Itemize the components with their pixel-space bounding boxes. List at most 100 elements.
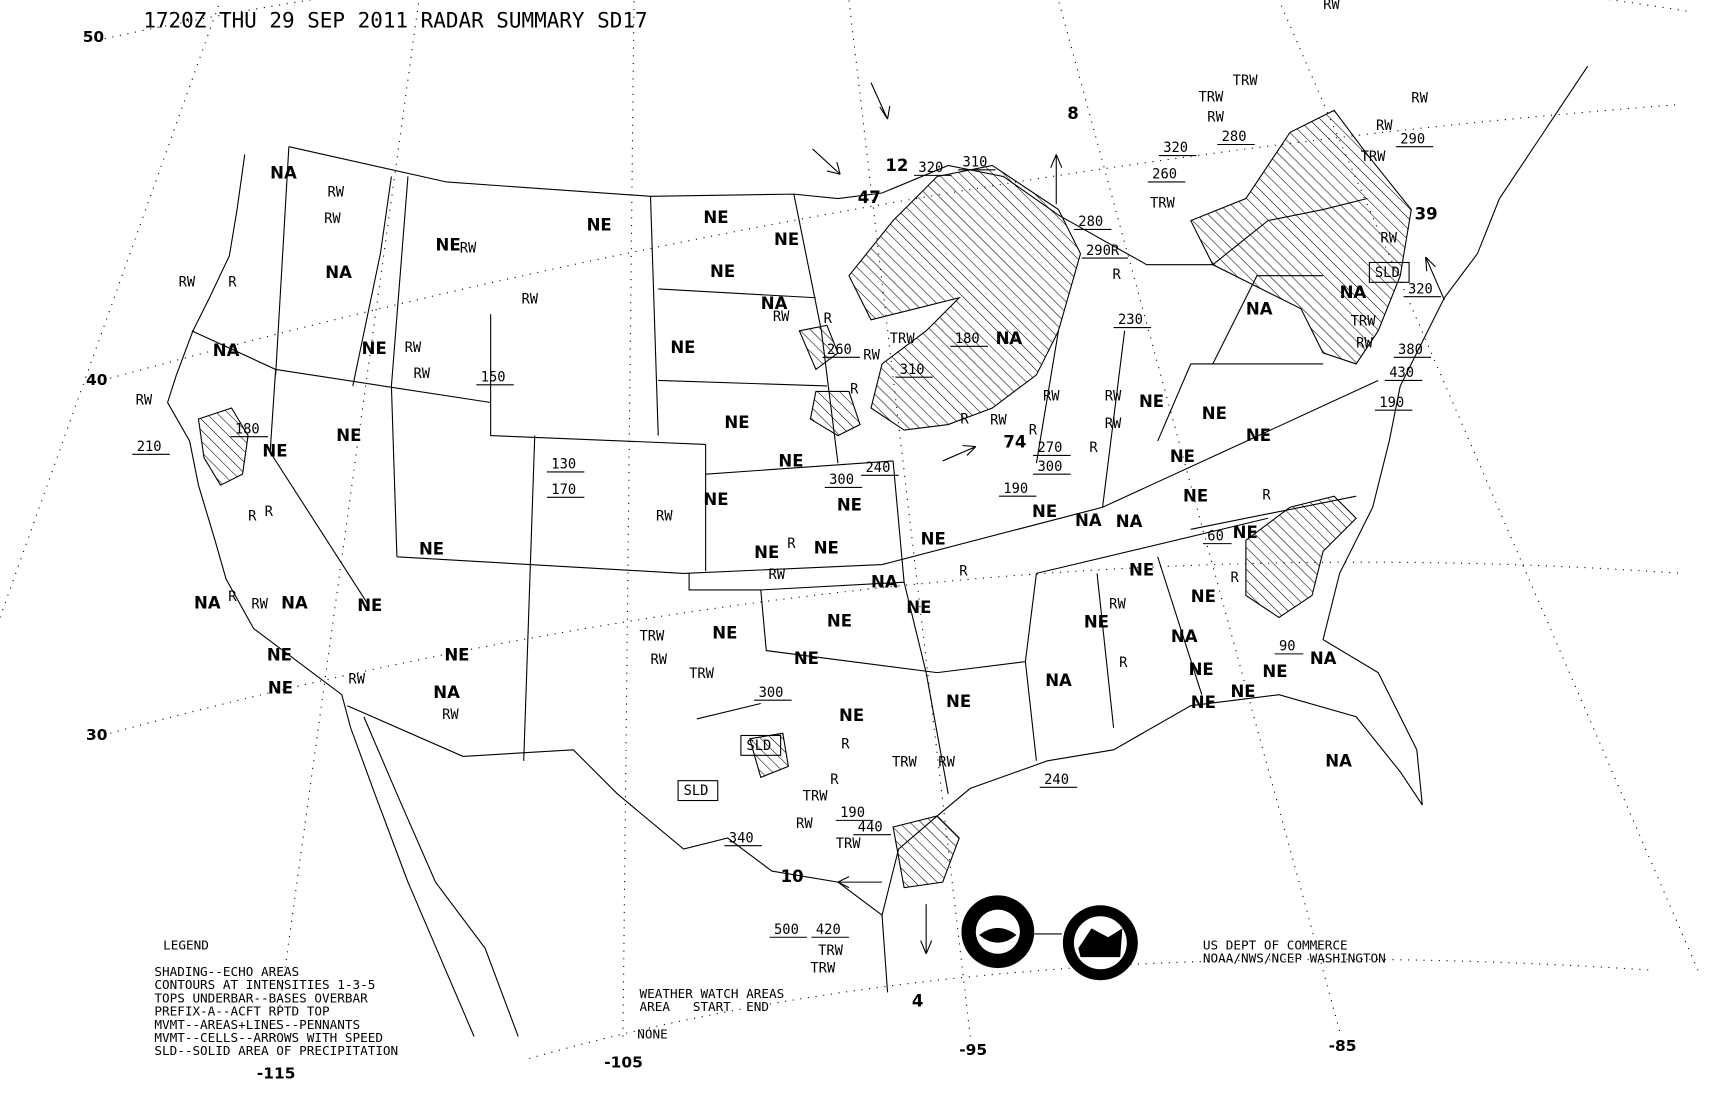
legend-line: MVMT--CELLS--ARROWS WITH SPEED [154,1030,383,1045]
echo-area-california [197,407,249,486]
precip-type-label: TRW [803,789,829,805]
latitude-labels: 50 40 30 [83,28,108,744]
region-label: NE [1230,682,1255,701]
legend-line: SLD--SOLID AREA OF PRECIPITATION [154,1043,398,1058]
region-label: NE [1032,502,1057,521]
region-label: NE [946,692,971,711]
precip-type-label: R [1112,267,1121,283]
longitude-label: -115 [257,1064,296,1082]
echo-top-label: 500 [774,922,799,938]
region-label: NE [710,262,735,281]
echo-top-label: 300 [829,472,854,488]
precip-type-label: RW [1380,231,1397,247]
echo-top-label: 430 [1389,365,1414,381]
precip-type-label: RW [413,366,430,382]
precip-type-label: R [1230,570,1239,586]
latitude-label: 40 [86,371,107,389]
precip-type-label: R [960,411,969,427]
graticule [0,0,1699,1060]
precip-type-label: R [1262,488,1271,504]
precip-type-label: RW [1323,0,1340,13]
precip-type-label: RW [651,652,668,668]
echo-top-label: 310 [900,362,925,378]
precip-type-label: RW [251,597,268,613]
legend-line: SHADING--ECHO AREAS [154,964,299,979]
region-label: NE [1233,523,1258,542]
region-label: NA [761,294,788,313]
legend-line: PREFIX-A--ACFT RPTD TOP [154,1004,330,1019]
precip-type-label: R [1089,440,1098,456]
echo-top-label: 300 [1038,459,1063,475]
region-label: NA [1325,751,1352,770]
echo-top-label: 280 [1222,129,1247,145]
cell-speed-label: 8 [1067,104,1079,123]
longitude-label: -105 [604,1053,643,1071]
region-label: NA [325,263,352,282]
latitude-line-40 [110,104,1676,379]
region-label: NE [362,339,387,358]
precip-type-label: RW [990,413,1007,429]
precip-type-label: RW [1105,388,1122,404]
noaa-logo [961,895,1035,969]
movement-arrow [1425,256,1445,301]
legend-line: CONTOURS AT INTENSITIES 1-3-5 [154,977,375,992]
legend: LEGEND SHADING--ECHO AREAS CONTOURS AT I… [154,937,398,1058]
precip-type-label: TRW [810,961,836,977]
region-label: NE [1139,392,1164,411]
region-label: NE [262,442,287,461]
region-label: NE [1262,662,1287,681]
region-label: NA [996,329,1023,348]
precip-type-label: RW [327,184,344,200]
precip-type-label: TRW [1351,313,1377,329]
region-label: NE [587,216,612,235]
nws-logo [1062,905,1138,981]
west-coastline [166,154,475,1037]
region-label: NA [1246,299,1273,318]
echo-top-label: 130 [551,457,576,473]
weather-watch-areas: WEATHER WATCH AREAS AREA START END NONE [637,986,784,1042]
watch-value: NONE [637,1027,667,1042]
region-label: NE [1191,693,1216,712]
echo-top-label: 420 [816,922,841,938]
echo-top-label: 190 [1003,481,1028,497]
region-label: NE [778,451,803,470]
region-label: NE [436,235,461,254]
echo-top-label: 180 [955,331,980,347]
echo-areas [197,109,1412,889]
region-label: NE [336,426,361,445]
precip-type-label: RW [1109,597,1126,613]
cell-speed-label: 4 [912,992,924,1011]
precip-type-label: RW [863,348,880,364]
region-label: NE [814,539,839,558]
state-lines [191,146,1379,795]
echo-top-label: 320 [1408,281,1433,297]
solid-area-box [677,780,719,802]
cell-speed-label: 39 [1415,204,1438,223]
watch-columns: AREA START END [639,999,769,1014]
precip-type-label: R [1119,655,1128,671]
region-label: NE [1246,426,1271,445]
echo-top-label: 380 [1398,342,1423,358]
precip-type-label: TRW [1150,195,1176,211]
cell-speed-label: 12 [885,156,908,175]
region-label: NE [827,611,852,630]
movement-arrows [696,82,1445,954]
precip-type-label: R [830,772,839,788]
echo-top-label: 150 [481,370,506,386]
precip-type-label: R [265,504,274,520]
region-label: NE [724,413,749,432]
precip-type-label: RW [460,241,477,257]
baja-coast [363,716,519,1037]
precip-type-label: TRW [892,754,918,770]
precip-type-label: RW [1376,118,1393,134]
squall-line [696,702,761,720]
region-label: NE [670,338,695,357]
precip-type-label: TRW [836,836,862,852]
precip-type-label: RW [179,275,196,291]
region-label: NE [794,649,819,668]
echo-top-label: 60 [1207,528,1224,544]
echo-top-label: 280 [1078,214,1103,230]
legend-line: MVMT--AREAS+LINES--PENNANTS [154,1017,360,1032]
echo-top-label: 290R [1086,243,1120,259]
cell-speed-label: 47 [858,188,881,207]
